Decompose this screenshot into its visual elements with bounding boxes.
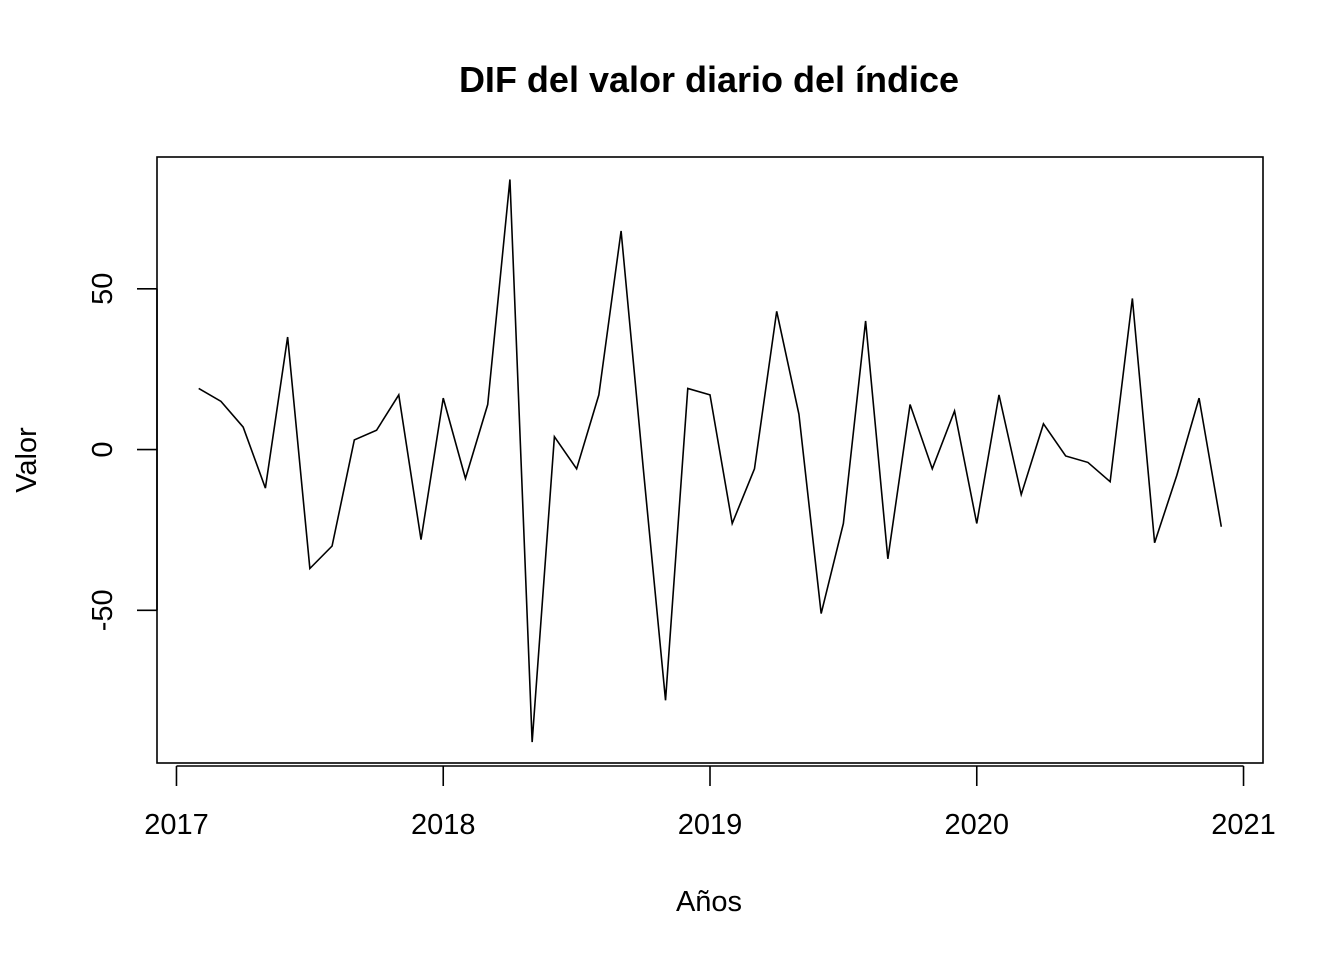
x-tick-label-2021: 2021 (1211, 809, 1276, 841)
x-tick-label-2018: 2018 (411, 809, 476, 841)
y-tick-label-0: 0 (87, 441, 119, 457)
y-axis-label: Valor (11, 427, 43, 493)
x-axis-label: Años (676, 886, 742, 918)
x-tick-label-2019: 2019 (678, 809, 743, 841)
series-line-0 (198, 179, 1223, 743)
y-tick-label-50: 50 (87, 273, 119, 305)
y-tick-label--50: -50 (87, 589, 119, 631)
y-axis: -50 0 50 (87, 273, 158, 631)
plot-box (156, 156, 1264, 764)
chart-title: DIF del valor diario del índice (459, 59, 959, 100)
x-axis: 2017 2018 2019 2020 2021 (144, 765, 1276, 841)
x-tick-label-2020: 2020 (945, 809, 1010, 841)
series-layer (198, 179, 1223, 743)
x-tick-label-2017: 2017 (144, 809, 209, 841)
